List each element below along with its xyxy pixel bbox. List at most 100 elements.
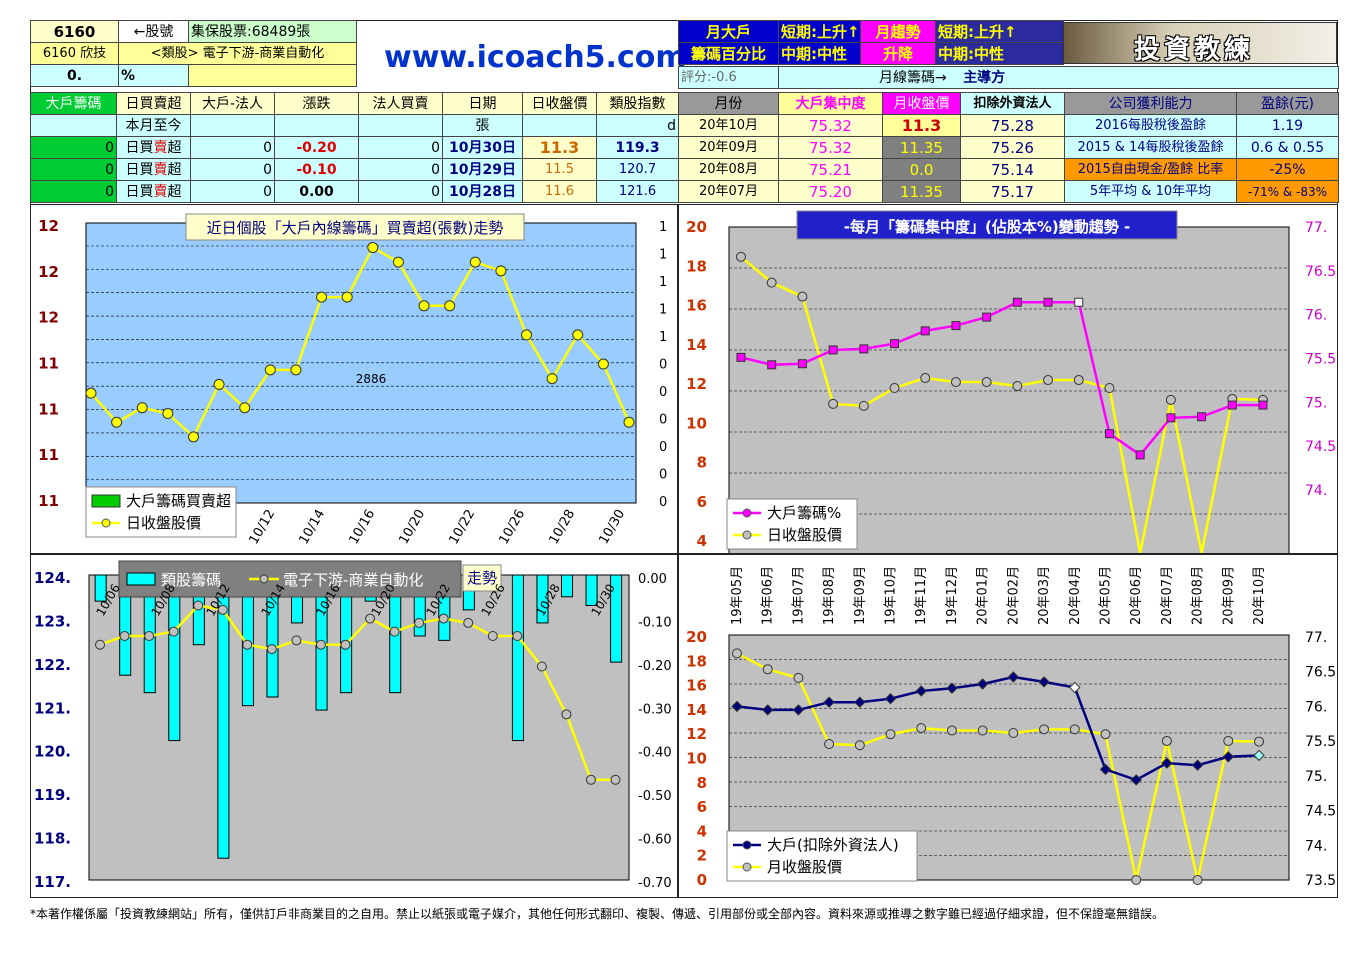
row-eps-value: -25% <box>1236 158 1339 181</box>
close-price-point <box>916 723 927 734</box>
big-holder-point <box>823 696 835 708</box>
concentration-point <box>1197 412 1207 422</box>
copyright-footer: *本著作權係屬「投資教練網站」所有，僅供訂戶非商業目的之自用。禁止以紙張或電子媒… <box>30 907 1165 921</box>
monthly-row: 20年07月 75.20 11.35 75.17 5年平均 & 10年平均 -71% & … <box>678 180 1339 203</box>
close-price-point <box>766 277 777 288</box>
close-price-point <box>977 725 988 736</box>
x-tick: 10/26 <box>496 507 528 547</box>
monthly-big-label: 月大戶 <box>678 20 779 43</box>
close-price-point <box>290 364 302 376</box>
big-holder-point <box>884 692 897 705</box>
row-buysell-part: 日買 <box>125 161 154 178</box>
row-buysell-part: 賣 <box>153 183 168 200</box>
monthly-big-label-2: 籌碼百分比 <box>678 42 779 65</box>
chart-title: 走勢 <box>467 569 497 587</box>
blank-cell <box>188 64 357 87</box>
monthly-chips: 月線籌碼→ 主導方 <box>778 66 1339 89</box>
mtd-index: d <box>596 114 679 137</box>
daily-row: 0 日買賣超 0 -0.20 0 10月30日 11.3 119.3 <box>30 136 679 159</box>
concentration-point <box>797 359 807 369</box>
row-excluding: 75.17 <box>960 180 1065 203</box>
y-tick-right: -0.70 <box>638 876 672 891</box>
y-tick-left: 16 <box>686 297 707 315</box>
y-tick-right: 1 <box>659 303 667 318</box>
sector-index-line <box>99 604 616 782</box>
col-month-close: 月收盤價 <box>882 92 961 115</box>
row-date: 10月30日 <box>442 136 523 159</box>
row-month: 20年07月 <box>678 180 779 203</box>
y-tick-left: 11 <box>38 446 59 464</box>
sector-index-point <box>217 604 228 615</box>
y-tick-left: 14 <box>686 701 707 719</box>
close-price-point <box>392 256 404 268</box>
close-price-point <box>824 739 835 750</box>
score-table: 評分:-0.6 月線籌碼→ 主導方 <box>678 66 1339 89</box>
monthly-row: 20年08月 75.21 0.0 75.14 2015自由現金/盈餘 比率 -25% <box>678 158 1339 181</box>
mtd-change <box>274 114 359 137</box>
x-tick: 19年05月 <box>730 566 745 625</box>
title-box <box>462 564 502 592</box>
close-price-point <box>732 648 742 659</box>
col-index: 類股指數 <box>596 92 679 115</box>
x-tick: 20年04月 <box>1068 566 1083 625</box>
chart4-svg: 19年05月 19年06月 19年07月 19年08月 19年09月 19年10月 19年1… <box>686 566 1336 889</box>
concentration-point <box>1227 400 1237 410</box>
x-tick: 20年09月 <box>1221 566 1236 625</box>
col-inst: 法人買賣 <box>358 92 443 115</box>
close-price-point <box>1012 381 1023 391</box>
short-term-1: 短期:上升↑ <box>778 20 861 43</box>
close-price-point <box>623 416 635 428</box>
title-box <box>796 210 1178 240</box>
y-tick-left: 123. <box>34 612 71 630</box>
row-date: 10月29日 <box>442 158 523 181</box>
y-tick-right: 76. <box>1305 699 1327 715</box>
daily-table: 大戶籌碼 日買賣超 大戶-法人 漲跌 法人買賣 日期 日收盤價 類股指數 本月至… <box>30 92 679 203</box>
row-diff: 0 <box>190 180 275 203</box>
row-inst: 0 <box>358 136 443 159</box>
site-url[interactable]: www.icoach5.com <box>384 40 687 75</box>
legend-marker <box>742 508 752 518</box>
y-tick-left: 8 <box>697 454 707 472</box>
concentration-point <box>1074 297 1084 307</box>
col-eps: 盈餘(元) <box>1236 92 1339 115</box>
big-holder-point <box>1253 749 1265 762</box>
y-tick-left: 12 <box>686 725 707 743</box>
row-buysell-part: 日買 <box>125 139 154 156</box>
header-table: 6160 ←股號 集保股票:68489張 6160 欣技 <類股> 電子下游-商… <box>30 20 679 87</box>
row-buysell-part: 賣 <box>153 139 168 156</box>
y-tick-right: 0.00 <box>638 572 667 587</box>
close-price-point <box>762 664 773 675</box>
close-price-point <box>736 251 746 262</box>
y-tick-left: 4 <box>697 532 707 550</box>
x-tick: 10/16 <box>346 507 378 547</box>
y-tick-right: 0 <box>659 413 667 428</box>
x-tick: 10/22 <box>446 507 478 547</box>
month-trend-label-2: 升降 <box>860 42 936 65</box>
y-tick-left: 20 <box>686 628 707 646</box>
concentration-point <box>1135 450 1145 460</box>
legend-swatch <box>91 494 121 508</box>
banner-table: 月大戶 短期:上升↑ 月趨勢 短期:上升↑ 籌碼百分比 中期:中性 升降 中期:… <box>678 20 1064 65</box>
close-price-point <box>213 378 225 390</box>
y-tick-left: 11 <box>38 400 59 418</box>
col-buysell: 日買賣超 <box>116 92 191 115</box>
chart-monthly-concentration: 20 18 16 14 12 10 8 6 4 77. 76.5 76. 75.5 75. 74.5 74. -… <box>678 204 1338 556</box>
close-price-point <box>418 300 430 312</box>
row-diff: 0 <box>190 136 275 159</box>
y-tick-right: 76. <box>1305 308 1327 324</box>
chart3-svg: 124. 123. 122. 121. 120. 119. 118. 117. 0.00 -0.1… <box>34 560 672 891</box>
concentration-point <box>1104 429 1114 439</box>
y-tick-right: 75. <box>1305 395 1327 411</box>
sector-index-point <box>242 639 253 650</box>
monthly-chips-label: 月線籌碼→ <box>879 69 947 86</box>
sector-index-point <box>365 613 376 624</box>
mtd-label: 本月至今 <box>116 114 191 137</box>
legend-marker <box>259 574 269 584</box>
sector-index-point <box>119 631 130 641</box>
x-tick: 20年05月 <box>1098 566 1113 625</box>
row-index: 121.6 <box>596 180 679 203</box>
close-price-point <box>1161 735 1172 746</box>
y-tick-left: 4 <box>697 822 707 840</box>
big-holder-point <box>1222 751 1235 763</box>
stock-code: 6160 <box>30 20 119 43</box>
